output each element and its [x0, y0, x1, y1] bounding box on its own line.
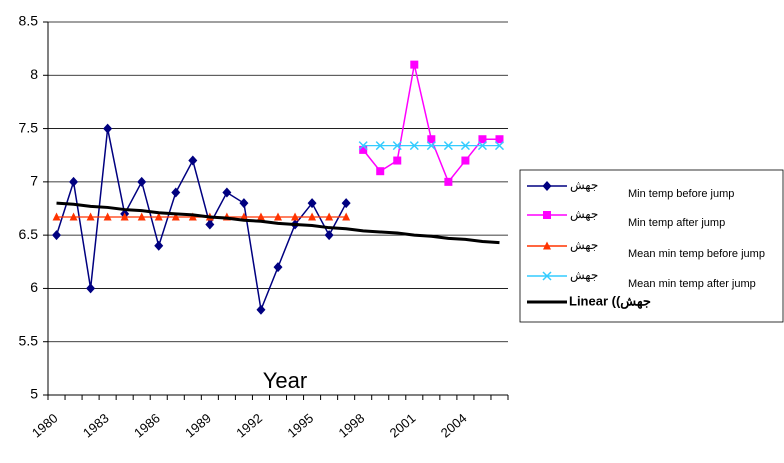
data-point [274, 212, 282, 221]
data-point [137, 212, 146, 221]
data-point [324, 230, 334, 241]
data-point [342, 212, 351, 221]
y-tick-label: 5 [30, 386, 38, 402]
data-point [410, 60, 419, 69]
data-point [376, 167, 385, 176]
data-point [171, 212, 180, 221]
data-point [291, 212, 300, 221]
y-tick-label: 6.5 [19, 226, 39, 242]
data-point [188, 212, 197, 221]
data-point [495, 135, 504, 144]
data-point [52, 212, 61, 221]
data-point [120, 212, 129, 221]
legend-label: Linear ((جهش [569, 293, 651, 309]
data-point [307, 198, 317, 209]
data-point [375, 141, 385, 151]
data-point [444, 177, 453, 186]
y-tick-label: 6 [30, 279, 38, 295]
legend-label: Min temp after jump [628, 217, 725, 229]
legend-marker-label: جهش [570, 238, 598, 252]
data-point [427, 135, 436, 144]
data-point [239, 198, 249, 209]
data-point [325, 212, 334, 221]
data-point [478, 135, 487, 144]
series-line [362, 64, 500, 184]
data-point [392, 141, 402, 151]
series-line [55, 128, 347, 313]
data-point [222, 187, 232, 198]
y-tick-label: 8 [30, 66, 38, 82]
y-tick-label: 8.5 [19, 13, 39, 29]
y-tick-label: 7.5 [19, 119, 39, 135]
legend: جهش Min temp before jump جهش Min temp after… [519, 169, 784, 323]
y-tick-label: 5.5 [19, 332, 39, 348]
data-point [137, 176, 147, 187]
data-point [103, 212, 112, 221]
data-point [393, 156, 402, 165]
data-point [461, 156, 470, 165]
data-point [103, 123, 113, 134]
legend-marker-label: جهش [570, 268, 598, 282]
data-point [359, 145, 368, 154]
data-point [443, 141, 453, 151]
data-point [409, 141, 419, 151]
data-point [256, 212, 265, 221]
x-tick-label: 2001 [387, 410, 419, 440]
data-point [308, 212, 317, 221]
data-point [86, 283, 96, 294]
data-point [69, 212, 78, 221]
x-tick-label: 1992 [233, 410, 265, 440]
data-point [256, 304, 266, 315]
legend-label: Mean min temp after jump [628, 278, 756, 290]
data-point [460, 141, 470, 151]
data-point [86, 212, 95, 221]
legend-label: Mean min temp before jump [628, 248, 765, 260]
data-point [188, 155, 198, 166]
data-point [154, 212, 163, 221]
legend-marker [543, 241, 551, 250]
legend-label: Min temp before jump [628, 188, 734, 200]
data-point [154, 240, 164, 251]
data-point [426, 141, 436, 151]
data-point [494, 141, 505, 151]
data-point [273, 262, 283, 273]
x-tick-label: 1986 [131, 410, 163, 440]
legend-marker-label: جهش [570, 178, 598, 192]
data-point [205, 219, 215, 230]
data-point [341, 198, 351, 209]
data-point [358, 141, 368, 151]
x-tick-label: 1983 [80, 410, 112, 440]
series-line [56, 201, 500, 245]
x-tick-label: 1989 [182, 410, 214, 440]
x-axis-title: Year [263, 368, 307, 393]
data-point [52, 230, 62, 241]
legend-marker [542, 181, 552, 191]
y-tick-label: 7 [30, 173, 38, 189]
data-point [171, 187, 181, 198]
x-tick-label: 1995 [284, 410, 316, 440]
x-tick-label: 2004 [438, 410, 470, 440]
legend-marker [542, 271, 552, 281]
legend-marker [543, 211, 551, 219]
x-tick-label: 1998 [336, 410, 368, 440]
data-point [69, 176, 79, 187]
x-tick-label: 1980 [29, 410, 61, 440]
data-point [477, 141, 487, 151]
legend-marker-label: جهش [570, 207, 598, 221]
